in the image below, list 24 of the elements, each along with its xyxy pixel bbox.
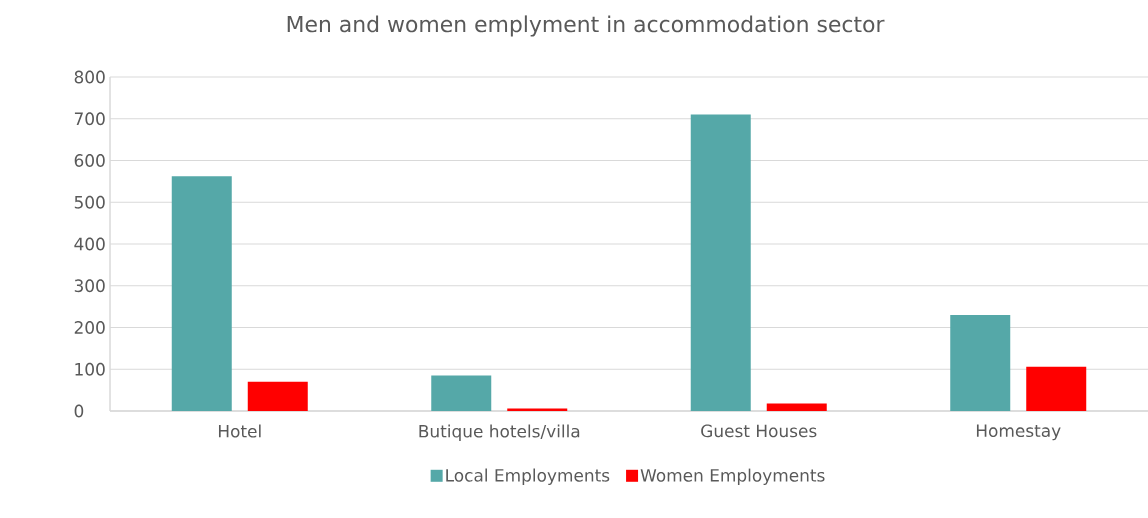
bar <box>766 403 827 411</box>
y-tick-label: 300 <box>74 279 105 293</box>
y-tick-label: 800 <box>74 70 105 84</box>
y-tick-label: 500 <box>74 195 105 209</box>
x-tick-label: Hotel <box>218 424 261 438</box>
bar <box>431 375 492 411</box>
bar <box>507 408 568 411</box>
y-tick-label: 600 <box>74 154 105 167</box>
legend-label: Women Employments <box>640 468 825 485</box>
x-tick-label: Homestay <box>976 424 1061 441</box>
y-tick-label: 0 <box>74 404 84 418</box>
y-tick-label: 400 <box>74 237 105 251</box>
bar <box>171 176 232 411</box>
bar <box>247 381 308 411</box>
y-tick-label: 100 <box>75 362 105 376</box>
x-tick-label: Butique hotels/villa <box>419 424 580 441</box>
chart-title: Men and women emplyment in accommodation sector <box>287 15 885 37</box>
y-tick-label: 200 <box>74 321 105 334</box>
bar <box>1026 366 1087 411</box>
y-tick-label: 700 <box>74 112 105 126</box>
bar <box>690 114 751 411</box>
x-tick-label: Guest Houses <box>701 424 817 438</box>
bar <box>950 314 1011 411</box>
legend-label: Local Employments <box>446 468 610 485</box>
